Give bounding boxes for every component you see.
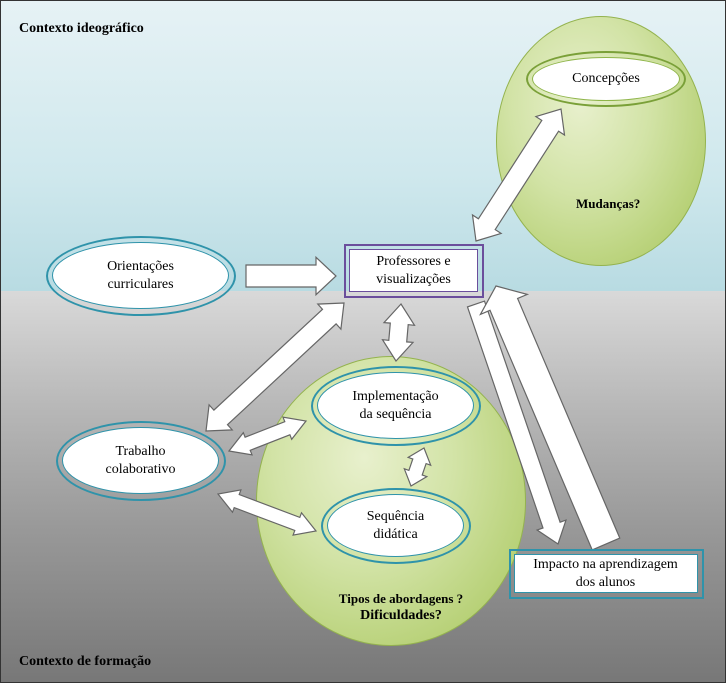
node-sequencia-inner: Sequênciadidática (327, 494, 464, 557)
node-trabalho-inner: Trabalhocolaborativo (62, 427, 219, 494)
label-abordagens-line2: Dificuldades? (360, 608, 442, 623)
label-mudancas: Mudanças? (576, 196, 640, 212)
node-professores: Professores evisualizações (344, 244, 484, 298)
node-implementacao: Implementaçãoda sequência (311, 366, 481, 446)
node-concepcoes: Concepções (526, 51, 686, 107)
diagram-stage: Contexto ideográfico Contexto de formaçã… (0, 0, 726, 683)
node-trabalho: Trabalhocolaborativo (56, 421, 226, 501)
node-impacto: Impacto na aprendizagemdos alunos (509, 549, 704, 599)
node-professores-inner: Professores evisualizações (349, 249, 478, 292)
label-abordagens-line1: Tipos de abordagens ? (339, 591, 463, 606)
node-sequencia: Sequênciadidática (321, 488, 471, 564)
node-orientacoes-inner: Orientaçõescurriculares (52, 242, 229, 309)
node-implementacao-inner: Implementaçãoda sequência (317, 372, 474, 439)
node-orientacoes: Orientaçõescurriculares (46, 236, 236, 316)
node-concepcoes-inner: Concepções (532, 57, 680, 101)
node-impacto-inner: Impacto na aprendizagemdos alunos (514, 554, 698, 593)
label-contexto-formacao: Contexto de formação (19, 654, 151, 670)
label-contexto-ideografico: Contexto ideográfico (19, 21, 144, 37)
label-abordagens: Tipos de abordagens ? Dificuldades? (301, 591, 501, 624)
